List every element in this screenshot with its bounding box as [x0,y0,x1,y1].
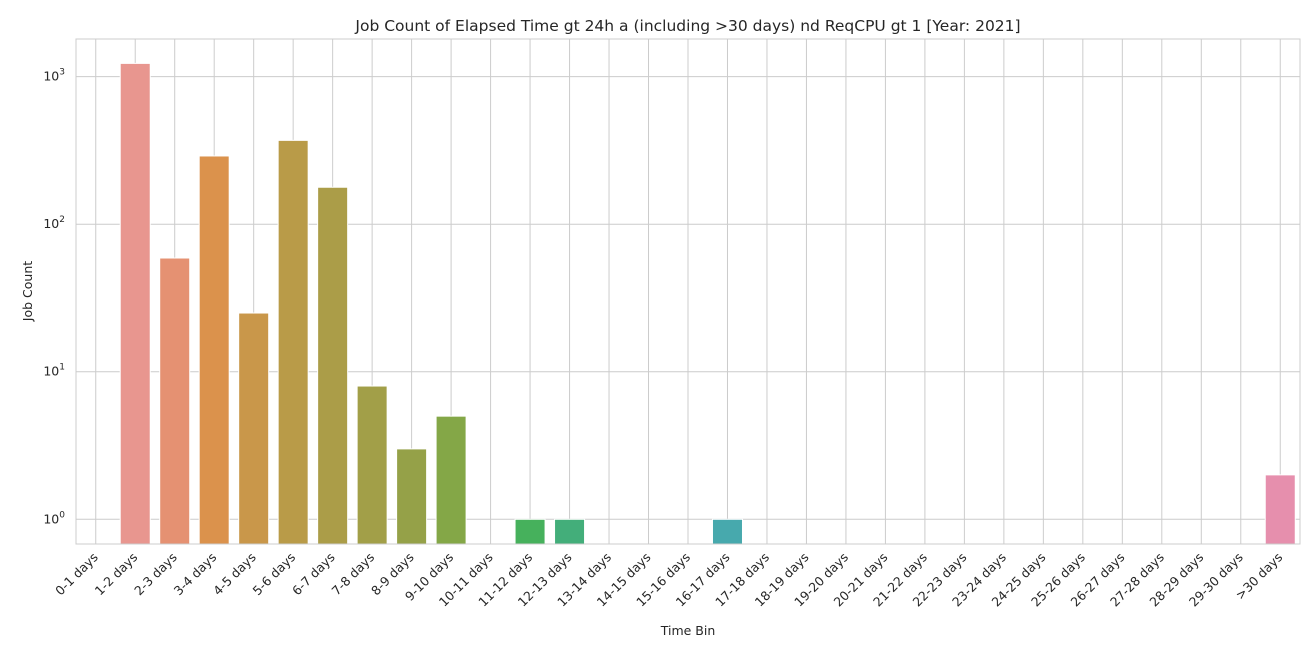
bar [514,518,546,545]
bar [159,257,191,545]
y-tick-label: 103 [43,68,65,84]
bars [119,62,1296,545]
bar [277,139,309,545]
bar [238,312,270,545]
bar [356,385,388,545]
bar [1264,474,1296,545]
grid-lines [76,39,1300,544]
bar [554,518,586,545]
y-axis-label: Job Count [20,261,35,322]
x-axis-label: Time Bin [660,623,716,638]
plot-frame [75,38,1301,545]
bar [317,186,349,545]
bar [711,518,743,545]
bar [119,62,151,545]
y-tick-label: 102 [43,215,65,231]
bar [198,155,230,545]
chart-title: Job Count of Elapsed Time gt 24h a (incl… [354,17,1020,35]
y-tick-label: 100 [43,510,65,526]
y-tick-labels: 100 101 102 103 [43,68,65,527]
y-tick-label: 101 [43,363,65,379]
bar [396,448,428,545]
bar [435,415,467,545]
